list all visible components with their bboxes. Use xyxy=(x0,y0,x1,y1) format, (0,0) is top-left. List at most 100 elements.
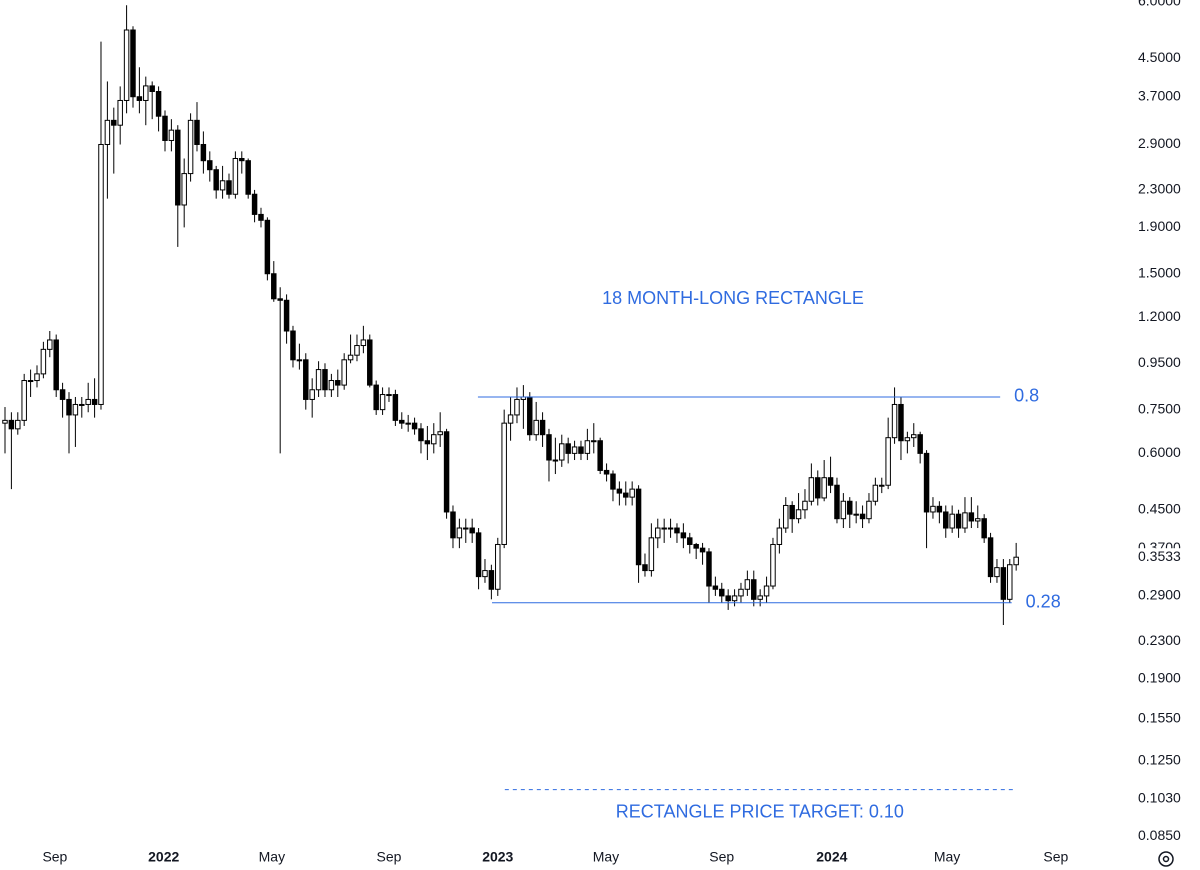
candle-body xyxy=(59,389,66,400)
candle-body xyxy=(712,585,719,590)
candle-body xyxy=(840,500,847,520)
candle-body xyxy=(373,384,379,411)
candle-body xyxy=(859,513,866,520)
candle-body xyxy=(776,527,783,545)
candle-body xyxy=(923,452,930,513)
candle-body xyxy=(680,532,687,539)
candle-body xyxy=(53,339,59,391)
candle-body xyxy=(1013,556,1019,566)
candle-body xyxy=(949,513,955,529)
candle-body xyxy=(962,512,968,529)
candle-body xyxy=(571,446,578,454)
candle-body xyxy=(162,115,168,141)
candle-body xyxy=(123,29,130,101)
candle-body xyxy=(770,543,776,587)
candle-body xyxy=(194,119,200,145)
candle-body xyxy=(15,419,21,430)
candle-body xyxy=(98,143,104,405)
candle-body xyxy=(354,345,360,356)
candle-body xyxy=(405,422,411,425)
candle-body xyxy=(136,96,143,101)
y-tick-label: 4.5000 xyxy=(1138,49,1181,65)
candle-body xyxy=(642,564,648,572)
candle-body xyxy=(443,431,450,513)
candle-body xyxy=(2,419,8,424)
candle-body xyxy=(463,527,469,530)
candle-body xyxy=(181,173,187,206)
candle-body xyxy=(994,567,1000,578)
candle-body xyxy=(674,527,680,534)
candle-body xyxy=(335,380,341,386)
candle-body xyxy=(802,500,808,511)
candle-body xyxy=(130,29,136,98)
candle-body xyxy=(258,213,264,221)
candle-body xyxy=(597,440,603,471)
y-tick-label: 3.7000 xyxy=(1138,87,1181,103)
y-tick-label: 2.9000 xyxy=(1138,135,1181,151)
x-tick-label: Sep xyxy=(377,849,402,865)
candle-body xyxy=(296,359,303,362)
candle-body xyxy=(47,339,53,350)
x-tick-label: May xyxy=(934,849,960,865)
candle-body xyxy=(578,446,584,454)
candle-body xyxy=(866,500,872,520)
candle-body xyxy=(283,299,290,332)
candle-body xyxy=(290,330,296,361)
candle-body xyxy=(411,422,418,430)
x-tick-label: Sep xyxy=(42,849,67,865)
candle-body xyxy=(488,570,495,590)
candle-body xyxy=(469,527,475,534)
candle-body xyxy=(322,369,328,391)
candle-body xyxy=(328,380,335,391)
y-tick-label: 1.9000 xyxy=(1138,218,1181,234)
candle-body xyxy=(635,488,642,566)
candle-body xyxy=(392,394,399,421)
candle-body xyxy=(1007,564,1013,600)
candle-body xyxy=(507,414,514,424)
candle-body xyxy=(303,359,309,400)
candle-body xyxy=(143,85,149,101)
candle-body xyxy=(955,513,962,529)
candle-body xyxy=(8,419,15,430)
candle-body xyxy=(783,504,789,529)
candle-body xyxy=(789,504,795,520)
candle-body xyxy=(264,219,271,275)
target-label: RECTANGLE PRICE TARGET: 0.10 xyxy=(616,801,904,821)
y-tick-label: 0.1900 xyxy=(1138,670,1181,686)
candle-body xyxy=(104,119,111,145)
candle-body xyxy=(559,443,565,461)
candle-body xyxy=(418,428,424,442)
candle-body xyxy=(821,477,827,499)
candle-body xyxy=(219,180,226,191)
level-label: 0.8 xyxy=(1014,386,1039,406)
candle-body xyxy=(552,459,559,462)
candle-body xyxy=(155,90,162,117)
candle-body xyxy=(655,527,661,539)
candle-body xyxy=(738,588,744,597)
x-tick-label: Sep xyxy=(1043,849,1068,865)
candle-body xyxy=(450,511,456,539)
candle-body xyxy=(1000,567,1007,600)
candle-body xyxy=(66,398,72,416)
y-tick-label: 0.0850 xyxy=(1138,827,1181,843)
y-tick-label: 1.2000 xyxy=(1138,308,1181,324)
candle-body xyxy=(239,157,245,162)
candle-body xyxy=(795,509,802,520)
candle-body xyxy=(872,484,879,502)
candle-body xyxy=(731,595,738,602)
candle-body xyxy=(386,394,392,397)
candle-body xyxy=(367,339,373,386)
candle-body xyxy=(245,160,251,195)
y-tick-label: 0.1030 xyxy=(1138,790,1181,806)
last-price-label: 0.3533 xyxy=(1138,548,1181,564)
candle-body xyxy=(315,369,322,391)
candle-body xyxy=(40,348,47,375)
candle-body xyxy=(981,518,987,539)
candle-body xyxy=(21,380,27,421)
candle-body xyxy=(79,403,85,406)
candle-body xyxy=(936,505,943,513)
settings-icon[interactable] xyxy=(1158,851,1174,867)
chart-title: 18 MONTH-LONG RECTANGLE xyxy=(602,288,864,308)
candle-body xyxy=(111,119,117,126)
